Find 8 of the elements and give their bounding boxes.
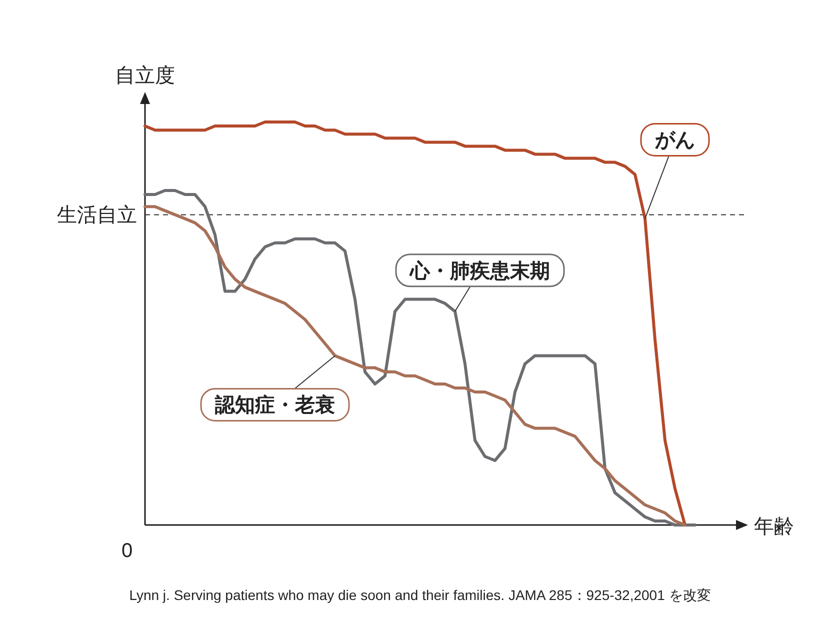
text: Lynn j. Serving patients who may die soon and their families. JAMA 285：925-32,2001 を改変 (129, 587, 711, 603)
ref-line-label: 生活自立 (57, 204, 137, 227)
series-label: 認知症・老衰 (214, 394, 335, 417)
y-axis-title: 自立度 (115, 65, 175, 87)
x-axis-title: 年齢 (754, 516, 794, 538)
series-label: がん (654, 130, 695, 152)
series-label: 心・肺疾患末期 (409, 259, 550, 282)
text: 0 (121, 540, 133, 562)
